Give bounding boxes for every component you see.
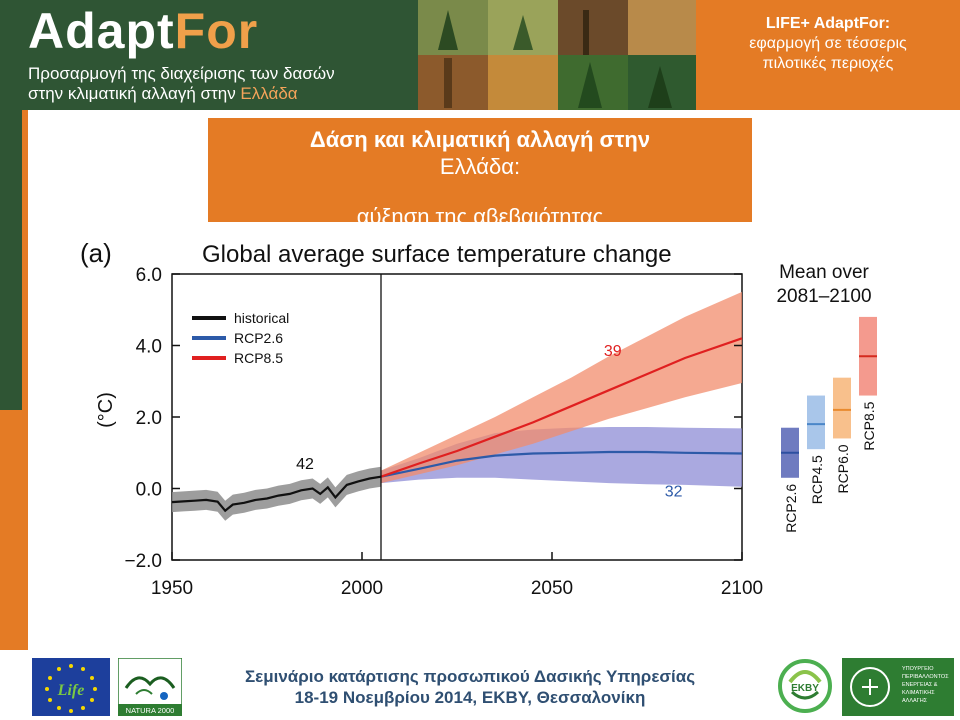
brand-subtitle-line1: Προσαρμογή της διαχείρισης των δασών [28,64,335,83]
series-line-rcp8-5 [380,337,743,478]
ministry-logo-line3: ΕΝΕΡΓΕΙΑΣ & [902,682,938,688]
count-label-historical: 42 [296,456,314,473]
temperature-chart: (a) Global average surface temperature c… [72,222,888,608]
y-tick-label: 6.0 [136,265,162,286]
seminar-info-line1: Σεμινάριο κατάρτισης προσωπικού Δασικής … [244,667,696,686]
chart-title: Global average surface temperature chang… [202,241,672,268]
legend-label-historical: historical [234,310,289,326]
ministry-logo: ΥΠΟΥΡΓΕΙΟ ΠΕΡΙΒΑΛΛΟΝΤΟΣ ΕΝΕΡΓΕΙΑΣ & ΚΛΙΜ… [842,658,954,716]
ministry-logo-line4: ΚΛΙΜΑΤΙΚΗΣ [902,690,935,696]
project-title: LIFE+ AdaptFor: εφαρμογή σε τέσσερις πιλ… [696,14,960,74]
panel-label: (a) [80,238,112,268]
slide-title-line1: Δάση και κλιματική αλλαγή στην [309,127,651,152]
y-axis-label: (°C) [95,392,117,428]
count-label-rcp8-5: 39 [604,343,622,360]
legend-label-rcp8-5: RCP8.5 [234,350,283,366]
brand-panel: AdaptFor Προσαρμογή της διαχείρισης των … [0,0,418,110]
side-bar-label-rcp8-5: RCP8.5 [861,401,877,450]
ministry-logo-line2: ΠΕΡΙΒΑΛΛΟΝΤΟΣ [902,674,949,680]
band-rcp8-5 [381,291,742,484]
y-tick-label: −2.0 [124,551,162,572]
ministry-logo-line1: ΥΠΟΥΡΓΕΙΟ [902,666,934,672]
y-tick-label: 2.0 [136,408,162,429]
natura-2000-logo: NATURA 2000 [118,658,182,716]
side-bar-label-rcp6-0: RCP6.0 [835,444,851,493]
left-accent-bar-dark [0,110,22,410]
forest-photo-strip [418,0,696,110]
series-line-historical [171,475,382,513]
side-bar-label-rcp2-6: RCP2.6 [783,484,799,533]
eu-life-logo-text: Life [57,682,85,699]
seminar-info-line2: 18-19 Νοεμβρίου 2014, ΕΚΒΥ, Θεσσαλονίκη [294,688,646,707]
ekby-logo: ΕΚΒΥ [778,659,832,713]
slide-title-line3: αύξηση της αβεβαιότητας [356,204,604,222]
footer: Life NATURA 2000 Σεμινάριο κατάρτισης πρ… [0,650,960,720]
seminar-info: Σεμινάριο κατάρτισης προσωπικού Δασικής … [200,666,740,708]
y-tick-label: 0.0 [136,480,162,501]
side-panel-title-line1: Mean over [779,262,869,283]
header-banner: AdaptFor Προσαρμογή της διαχείρισης των … [0,0,960,110]
x-tick-label: 2050 [531,578,573,599]
project-title-line1: LIFE+ AdaptFor: [765,15,891,32]
y-tick-label: 4.0 [136,337,162,358]
x-tick-label: 2000 [341,578,383,599]
project-title-line3: πιλοτικές περιοχές [762,55,894,72]
side-bar-label-rcp4-5: RCP4.5 [809,455,825,504]
side-panel-title-line2: 2081–2100 [776,286,871,307]
project-title-line2: εφαρμογή σε τέσσερις [749,35,907,52]
adaptfor-logo: AdaptFor [28,3,259,59]
legend-label-rcp2-6: RCP2.6 [234,330,283,346]
x-tick-label: 2100 [721,578,763,599]
side-bar-rcp4-5 [807,395,825,450]
slide-title-box: Δάση και κλιματική αλλαγή στην Ελλάδα: α… [208,118,752,222]
brand-subtitle-line2: στην κλιματική αλλαγή στην Ελλάδα [28,84,298,103]
side-bar-rcp6-0 [833,377,851,439]
series-line-rcp2-6 [380,450,743,478]
slide-title-line2: Ελλάδα: [439,154,521,179]
eu-life-logo: Life [32,658,110,716]
count-label-rcp2-6: 32 [665,483,683,500]
natura-2000-logo-text: NATURA 2000 [126,706,175,715]
x-tick-label: 1950 [151,578,193,599]
ekby-logo-text: ΕΚΒΥ [791,683,819,694]
band-historical [172,466,381,521]
ministry-logo-line5: ΑΛΛΑΓΗΣ [902,698,928,704]
